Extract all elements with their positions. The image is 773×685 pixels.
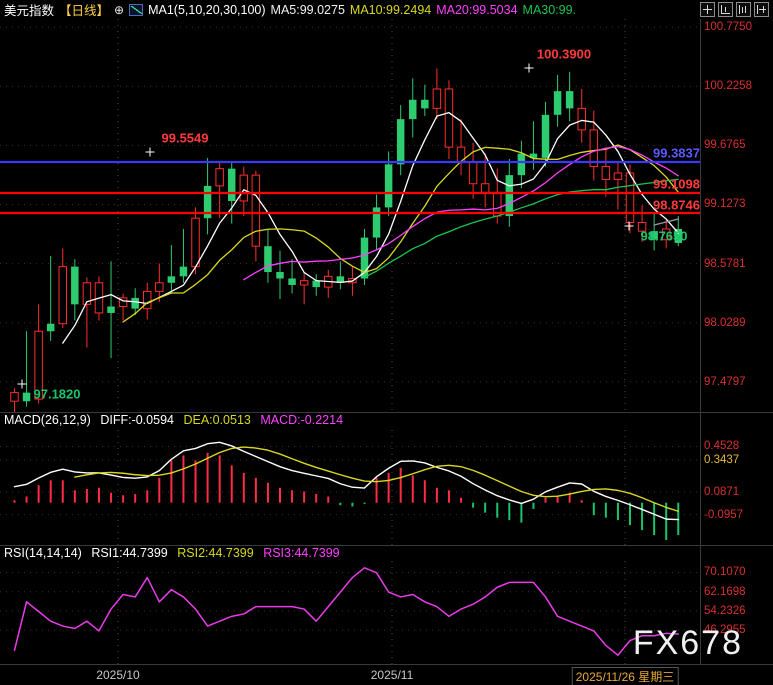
rsi-title: RSI(14,14,14): [4, 546, 82, 560]
ma30-value: MA30:99.: [522, 2, 577, 17]
symbol-label: 美元指数: [4, 4, 55, 18]
crosshair-tool-button[interactable]: [700, 2, 715, 17]
macd-title: MACD(26,12,9): [4, 413, 91, 427]
expand-tool-button[interactable]: [754, 2, 769, 17]
macd-axis[interactable]: 0.4528 0.3437 0.0871 -0.0957: [700, 412, 773, 545]
macd-pane[interactable]: MACD(26,12,9) DIFF:-0.0594 DEA:0.0513 MA…: [0, 412, 773, 545]
price-axis-tick: 99.6765: [704, 139, 746, 152]
bar-chart-tool-button[interactable]: [718, 2, 733, 17]
ma20-value: MA20:99.5034: [436, 2, 518, 17]
ma10-value: MA10:99.2494: [349, 2, 432, 17]
rsi-axis-tick: 62.1698: [704, 585, 746, 598]
macd-axis-tick: 0.4528: [704, 440, 740, 453]
rsi3-value: RSI3:44.7399: [263, 546, 340, 560]
rsi-axis-tick: 54.2326: [704, 604, 746, 617]
rsi-axis-tick: 70.1070: [704, 566, 746, 579]
price-axis-tick: 100.2258: [704, 80, 752, 93]
price-axis-tick: 99.1273: [704, 198, 746, 211]
time-axis-current-label: 2025/11/26 星期三: [571, 667, 679, 685]
extreme-price-annotation: 100.3900: [536, 46, 592, 62]
price-axis-tick: 98.0289: [704, 316, 746, 329]
rsi-axis[interactable]: 70.1070 62.1698 54.2326 46.2955: [700, 545, 773, 664]
time-axis-label: 2025/11: [370, 668, 414, 682]
price-pane[interactable]: 100.7750 100.2258 99.6765 99.1273 98.5781 98.…: [0, 19, 773, 412]
rsi-header: RSI(14,14,14) RSI1:44.7399 RSI2:44.7399 …: [4, 546, 346, 560]
ma5-value: MA5:99.0275: [270, 2, 345, 17]
price-axis-tick: 98.5781: [704, 257, 746, 270]
extreme-price-annotation: 98.7650: [640, 228, 688, 244]
period-label[interactable]: 【日线】: [59, 4, 110, 18]
macd-plot-area[interactable]: [0, 412, 700, 545]
time-axis[interactable]: 2025/10 2025/11 2025/11/26 星期三: [0, 664, 773, 685]
ma-settings-label[interactable]: MA1(5,10,20,30,100): [148, 2, 266, 17]
extreme-price-annotation: 97.1820: [33, 386, 81, 402]
level-price-label: 98.8746: [653, 197, 700, 213]
extreme-price-annotation: 99.5549: [161, 130, 209, 146]
pane-divider: [0, 545, 773, 546]
chart-header: 美元指数 【日线】 ⊕ MA1(5,10,20,30,100) MA5:99.0…: [0, 0, 773, 19]
crosshair-icon[interactable]: ⊕: [114, 2, 125, 17]
time-axis-label: 2025/10: [96, 668, 140, 682]
macd-header: MACD(26,12,9) DIFF:-0.0594 DEA:0.0513 MA…: [4, 413, 349, 427]
marker-crosshair-icon: [145, 147, 155, 157]
rsi2-value: RSI2:44.7399: [177, 546, 254, 560]
marker-crosshair-icon: [524, 63, 534, 73]
rsi1-value: RSI1:44.7399: [91, 546, 168, 560]
macd-macd-value: MACD:-0.2214: [260, 413, 344, 427]
toolbar: [700, 2, 769, 17]
histogram-tool-button[interactable]: [736, 2, 751, 17]
watermark: FX678: [632, 624, 743, 662]
price-plot-area[interactable]: [0, 19, 700, 412]
macd-axis-tick: 0.0871: [704, 485, 740, 498]
price-axis[interactable]: 100.7750 100.2258 99.6765 99.1273 98.5781 98.…: [700, 19, 773, 412]
marker-crosshair-icon: [624, 221, 634, 231]
level-price-label: 99.3837: [653, 145, 700, 161]
macd-dea-value: DEA:0.0513: [183, 413, 251, 427]
wave-chart-icon[interactable]: [129, 3, 144, 16]
rsi-plot-area[interactable]: [0, 545, 700, 664]
level-price-label: 99.1098: [653, 176, 700, 192]
rsi-pane[interactable]: RSI(14,14,14) RSI1:44.7399 RSI2:44.7399 …: [0, 545, 773, 664]
macd-axis-tick: -0.0957: [704, 508, 744, 521]
price-axis-tick: 97.4797: [704, 375, 746, 388]
macd-axis-tick: 0.3437: [704, 453, 740, 466]
marker-crosshair-icon: [17, 379, 27, 389]
price-axis-tick: 100.7750: [704, 21, 752, 34]
pane-divider: [0, 412, 773, 413]
rsi-axis-tick: 46.2955: [704, 624, 746, 637]
macd-diff-value: DIFF:-0.0594: [100, 413, 174, 427]
